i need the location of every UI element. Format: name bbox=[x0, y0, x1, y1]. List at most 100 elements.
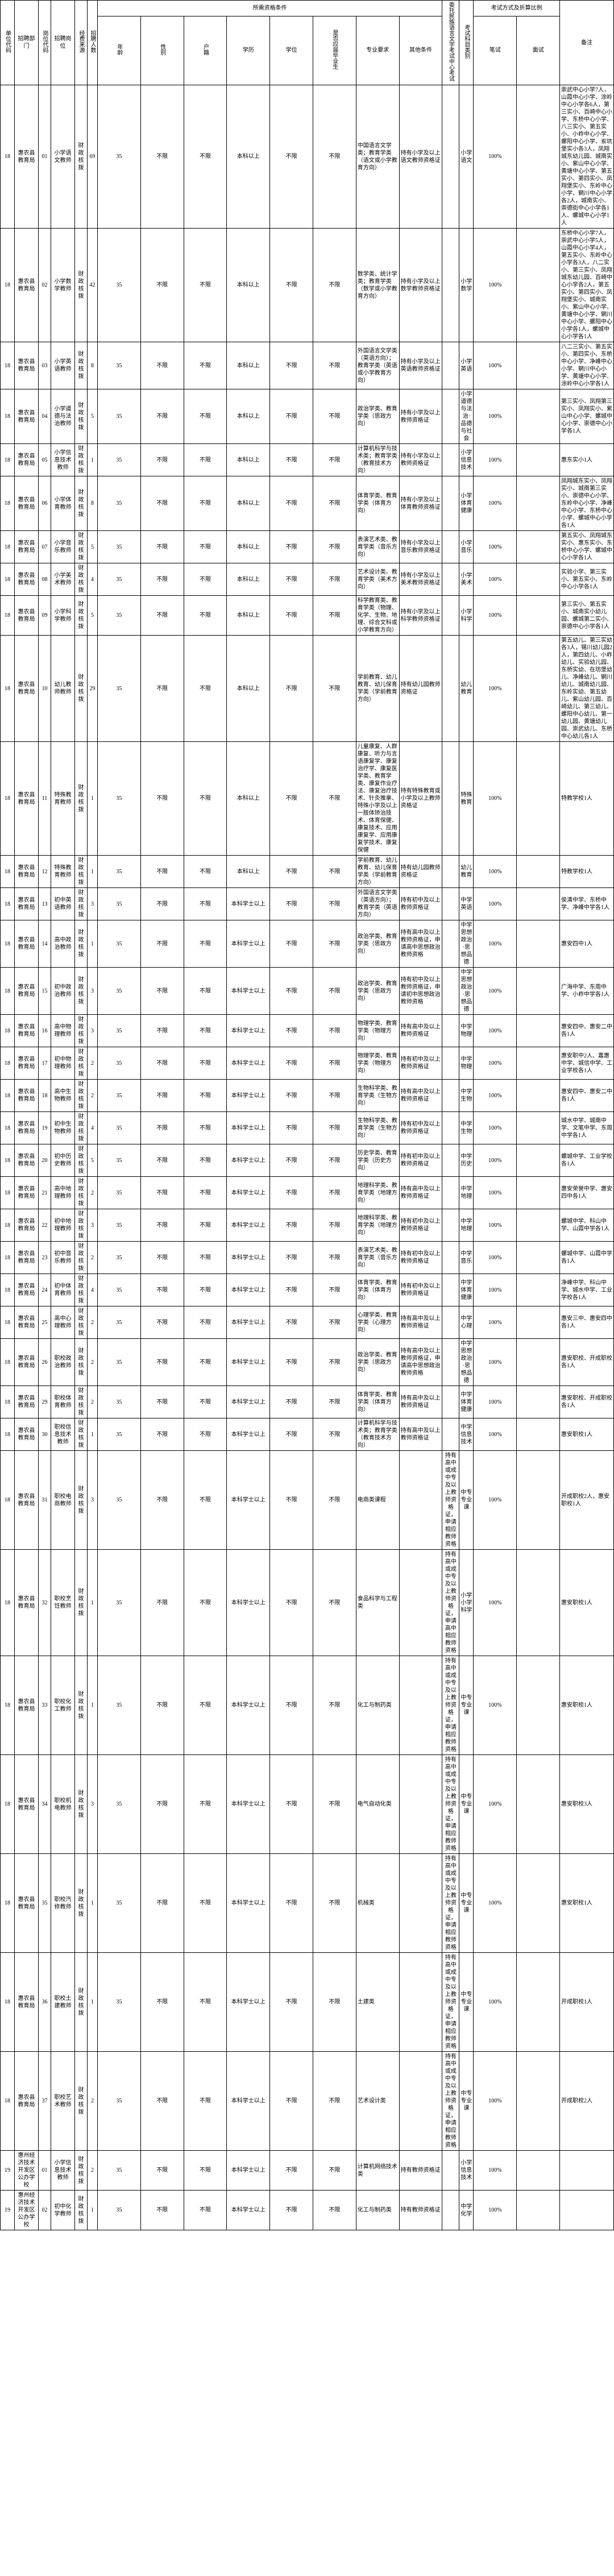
cell: 科学教育类、教育学类（物理、化学、生物、地理、综合文科或小学教育方向） bbox=[356, 596, 399, 636]
cell: 不限 bbox=[184, 1274, 227, 1306]
table-row: 18惠农县教育局29职校体育教师财政核拨235不限不限本科学士以上不限不限体育学… bbox=[1, 1386, 614, 1418]
cell: 12 bbox=[39, 856, 51, 888]
cell: 05 bbox=[39, 444, 51, 476]
cell: 1 bbox=[88, 2191, 98, 2230]
cell: 物理学类、教育学类（物理方向） bbox=[356, 1047, 399, 1080]
cell: 初中物理教师 bbox=[51, 1047, 75, 1080]
table-row: 18惠农县教育局26职校政治教师财政核拨235不限不限本科学士以上不限不限政治学… bbox=[1, 1339, 614, 1386]
cell bbox=[517, 1451, 560, 1550]
cell: 不限 bbox=[313, 742, 356, 856]
cell: 100% bbox=[474, 920, 517, 968]
table-row: 18惠农县教育局25高中心理教师财政核拨235不限不限本科学士以上不限不限心理学… bbox=[1, 1306, 614, 1339]
cell: 小学信息技术 bbox=[459, 444, 474, 476]
cell bbox=[399, 1953, 442, 2052]
table-row: 18惠农县教育局36职校土建教师财政核拨135不限不限本科学士以上不限不限土建类… bbox=[1, 1953, 614, 2052]
cell: 惠农县教育局 bbox=[15, 1177, 39, 1209]
cell: 2 bbox=[88, 1047, 98, 1080]
cell: 小学语文教师 bbox=[51, 85, 75, 229]
cell: 中学心理 bbox=[459, 1306, 474, 1339]
cell: 100% bbox=[474, 1209, 517, 1242]
cell: 幼儿教师教师 bbox=[51, 636, 75, 742]
cell: 本科以上 bbox=[227, 596, 270, 636]
cell: 本科学士以上 bbox=[227, 968, 270, 1015]
cell: 持有高中或成中专及以上教师资格证，申请相应教师资格 bbox=[442, 1854, 459, 1953]
cell: 开成职校1人 bbox=[560, 1953, 614, 2052]
cell: 财政核拨 bbox=[75, 1015, 88, 1047]
cell: 100% bbox=[474, 2151, 517, 2191]
cell bbox=[442, 856, 459, 888]
cell: 5 bbox=[88, 531, 98, 563]
cell bbox=[442, 1177, 459, 1209]
cell: 不限 bbox=[270, 563, 313, 596]
cell: 35 bbox=[98, 1854, 141, 1953]
table-row: 18惠农县教育局09小学科学教师财政核拨535不限不限本科以上不限不限科学教育类… bbox=[1, 596, 614, 636]
cell: 本科学士以上 bbox=[227, 888, 270, 920]
cell: 30 bbox=[39, 1418, 51, 1451]
cell: 持有高中及以上教师资格证 bbox=[399, 1386, 442, 1418]
cell: 不限 bbox=[184, 1177, 227, 1209]
cell: 数学类、统计学类；教育学类（数学或小学教育方向） bbox=[356, 229, 399, 342]
table-row: 18惠农县教育局03小学英语教师财政核拨835不限不限本科以上不限不限外国语言文… bbox=[1, 342, 614, 389]
cell: 35 bbox=[98, 596, 141, 636]
cell: 18 bbox=[39, 1080, 51, 1112]
cell: 历史学类、教育学类（历史方向） bbox=[356, 1144, 399, 1177]
cell: 物理学类、教育学类（物理方向） bbox=[356, 1015, 399, 1047]
cell: 100% bbox=[474, 342, 517, 389]
cell: 35 bbox=[98, 1386, 141, 1418]
cell: 不限 bbox=[313, 85, 356, 229]
cell: 不限 bbox=[270, 2191, 313, 2230]
cell bbox=[517, 1550, 560, 1656]
cell: 持有初中及以上教师资格证 bbox=[399, 1274, 442, 1306]
cell: 18 bbox=[1, 476, 15, 531]
cell: 35 bbox=[98, 563, 141, 596]
cell: 第五实小、凤翔城东实小、惠东实小、东桥中心小学、螺城中心小学各1人 bbox=[560, 531, 614, 563]
cell bbox=[517, 1177, 560, 1209]
cell: 惠农县教育局 bbox=[15, 888, 39, 920]
cell: 100% bbox=[474, 1854, 517, 1953]
cell: 2 bbox=[88, 1080, 98, 1112]
cell: 20 bbox=[39, 1144, 51, 1177]
cell: 01 bbox=[39, 2151, 51, 2191]
cell: 本科以上 bbox=[227, 531, 270, 563]
cell: 艺术设计类 bbox=[356, 2052, 399, 2151]
cell: 财政核拨 bbox=[75, 968, 88, 1015]
cell: 18 bbox=[1, 1080, 15, 1112]
cell: 不限 bbox=[313, 1080, 356, 1112]
cell: 35 bbox=[98, 85, 141, 229]
cell: 不限 bbox=[270, 1386, 313, 1418]
table-row: 18惠农县教育局13初中英语教师财政核拨335不限不限本科学士以上不限不限外国语… bbox=[1, 888, 614, 920]
cell: 持有高中及以上教师资格证 bbox=[399, 1306, 442, 1339]
cell: 不限 bbox=[140, 1306, 184, 1339]
cell: 35 bbox=[98, 968, 141, 1015]
cell: 不限 bbox=[140, 476, 184, 531]
cell: 小学信息技术教师 bbox=[51, 444, 75, 476]
cell: 儿童康复、人群康复、听力与言语康复学、康复治疗学、康复医学类、教育学类、康复作业… bbox=[356, 742, 399, 856]
table-row: 18惠农县教育局22初中地理教师财政核拨335不限不限本科学士以上不限不限地理科… bbox=[1, 1209, 614, 1242]
cell: 02 bbox=[39, 2191, 51, 2230]
cell bbox=[517, 476, 560, 531]
cell: 不限 bbox=[270, 1953, 313, 2052]
cell: 1 bbox=[88, 1656, 98, 1755]
h-method: 考试方式及折算比例 bbox=[474, 1, 560, 16]
cell: 持有初中及以上教师资格证 bbox=[399, 1112, 442, 1144]
table-row: 18惠农县教育局02小学数学教师财政核拨4235不限不限本科以上不限不限数学类、… bbox=[1, 229, 614, 342]
cell: 不限 bbox=[313, 1339, 356, 1386]
cell: 100% bbox=[474, 2191, 517, 2230]
cell: 35 bbox=[98, 1656, 141, 1755]
cell: 3 bbox=[88, 888, 98, 920]
cell: 本科学士以上 bbox=[227, 1015, 270, 1047]
cell: 本科学士以上 bbox=[227, 1144, 270, 1177]
cell: 持有初中及以上教师资格证 bbox=[399, 1242, 442, 1274]
cell: 持有小学及以上体育教师资格证 bbox=[399, 476, 442, 531]
table-row: 18惠农县教育局20初中历史教师财政核拨535不限不限本科学士以上不限不限历史学… bbox=[1, 1144, 614, 1177]
h-testtype: 委托民族语言文字考试中心考试 bbox=[447, 2, 454, 81]
cell: 惠安职校1人 bbox=[560, 1656, 614, 1755]
cell: 惠农县教育局 bbox=[15, 1386, 39, 1418]
cell: 计算机网络技术类 bbox=[356, 2151, 399, 2191]
cell: 18 bbox=[1, 1451, 15, 1550]
cell bbox=[442, 444, 459, 476]
cell: 中学地理 bbox=[459, 1177, 474, 1209]
cell: 不限 bbox=[313, 1112, 356, 1144]
cell: 不限 bbox=[313, 342, 356, 389]
cell: 35 bbox=[98, 636, 141, 742]
